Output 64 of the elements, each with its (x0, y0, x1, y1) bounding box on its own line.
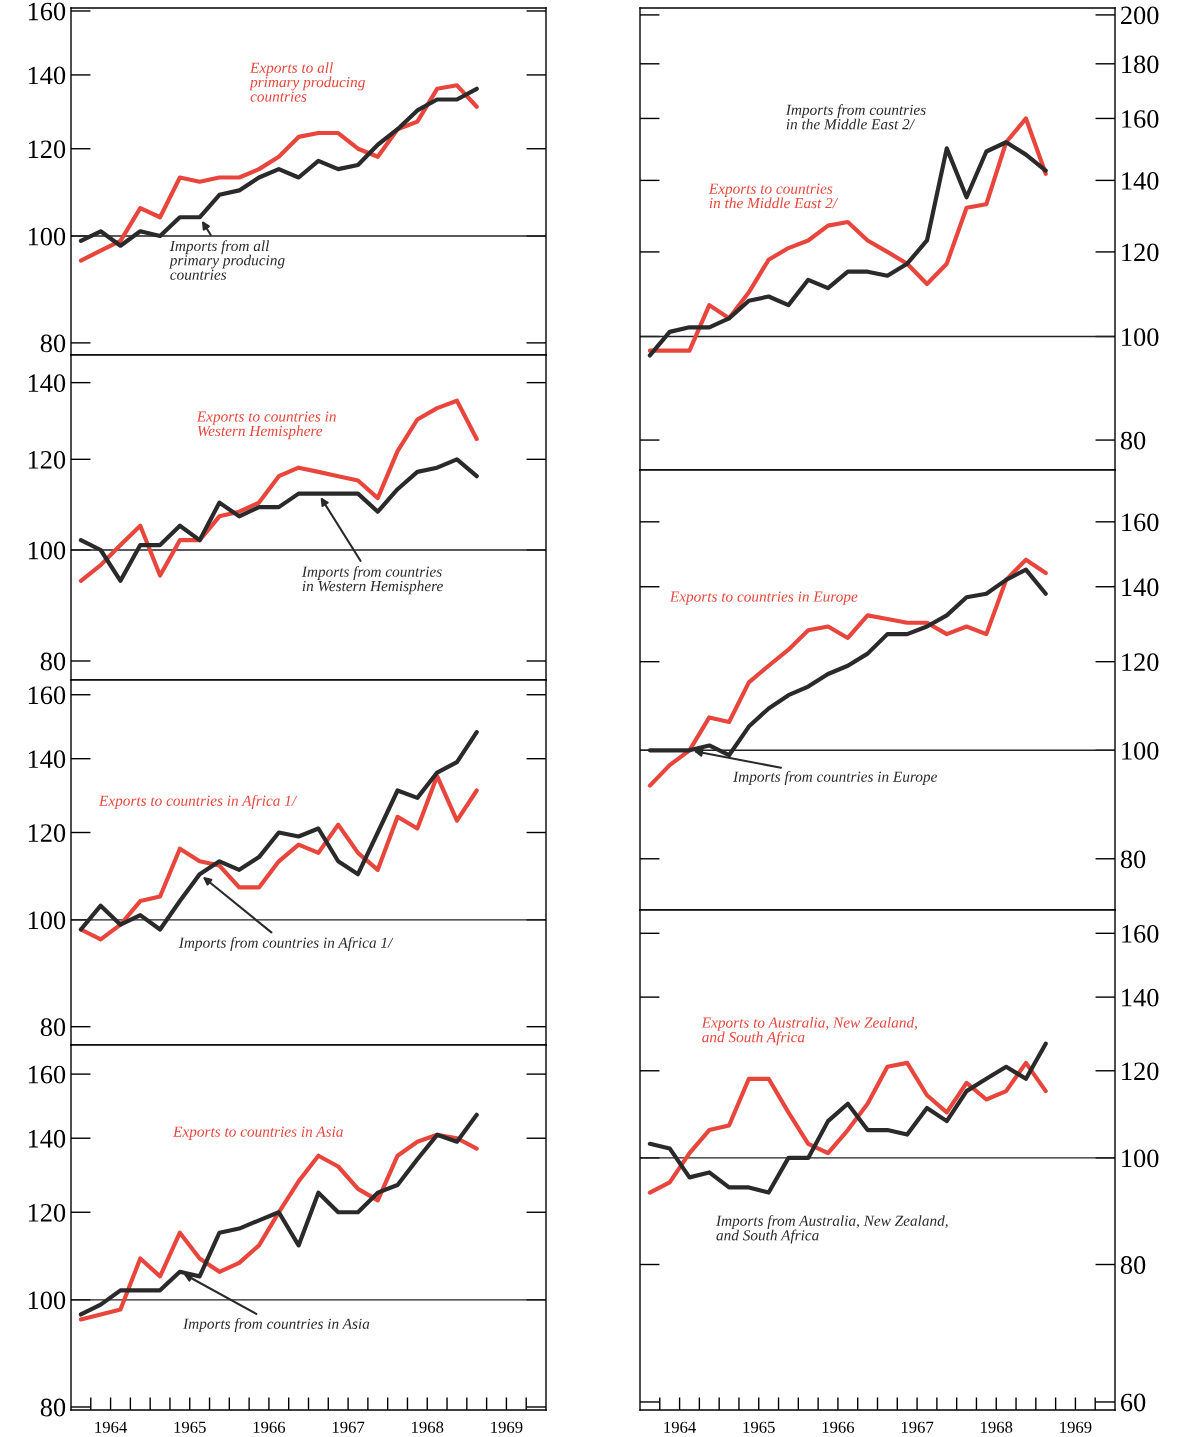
y2-tick-label: 160 (1122, 924, 1159, 943)
series-label: Imports from countries in the Middle East 2/ (785, 104, 926, 130)
y-tick-label: 140 (28, 66, 66, 85)
y2-tick-label: 60 (1120, 1393, 1146, 1412)
y2-tick-label: 120 (1122, 243, 1159, 262)
y-tick-label: 80 (40, 1398, 66, 1417)
y2-tick-label: 140 (1122, 172, 1159, 190)
y2-tick-label: 80 (1120, 431, 1146, 450)
y-tick-label: 100 (28, 541, 66, 560)
y2-tick-label: 100 (1122, 1149, 1159, 1168)
x-tick-label: 1965 (743, 1421, 775, 1433)
y2-tick-label: 160 (1122, 513, 1159, 532)
y2-tick-label: 140 (1122, 988, 1159, 1007)
x-tick-label: 1968 (981, 1421, 1013, 1433)
y-tick-label: 120 (28, 450, 66, 469)
y2-tick-label: 80 (1120, 1256, 1146, 1274)
legend-label: Imports from all primary producing countries (168, 240, 285, 280)
y-tick-label: 140 (28, 1129, 66, 1148)
x-tick-label: 1969 (491, 1421, 523, 1433)
series-label: Imports from countries in Europe (733, 770, 937, 785)
y2-tick-label: 80 (1120, 850, 1146, 869)
y2-tick-label: 100 (1122, 328, 1159, 346)
y2-tick-label: 120 (1122, 1062, 1159, 1081)
y-tick-label: 160 (28, 1065, 66, 1084)
x-tick-label: 1964 (95, 1421, 127, 1433)
x-tick-label: 1964 (664, 1421, 696, 1433)
y2-tick-label: 160 (1122, 110, 1159, 128)
y-tick-label: 100 (28, 227, 66, 246)
y2-tick-label: 100 (1122, 741, 1159, 760)
y2-tick-label: 200 (1121, 6, 1159, 25)
y-tick-label: 80 (40, 652, 66, 671)
x-tick-label: 1969 (1060, 1421, 1092, 1433)
x-tick-label: 1968 (412, 1421, 444, 1433)
y2-tick-label: 180 (1122, 55, 1159, 74)
x-tick-label: 1965 (174, 1421, 206, 1433)
y-tick-label: 120 (28, 140, 66, 159)
text: Imports from countries in Asia (183, 1318, 370, 1333)
y-tick-label: 100 (28, 911, 66, 930)
y-tick-label: 120 (28, 1203, 66, 1222)
y-tick-label: 140 (28, 374, 66, 393)
y-tick-label: 100 (28, 1291, 66, 1310)
series-label: Exports to Australia, New Zealand, and South Africa (701, 1017, 917, 1046)
y-tick-label: 160 (28, 2, 66, 21)
y2-tick-label: 120 (1122, 653, 1159, 672)
series-label: Exports to countries in Asia (172, 1126, 343, 1140)
y-tick-label: 80 (40, 1018, 66, 1037)
series-label: Imports from countries in Africa 1/ (178, 936, 394, 951)
y-tick-label: 120 (28, 824, 66, 842)
text: Imports from countries in Western Hemisphere (301, 565, 443, 595)
x-tick-label: 1967 (901, 1421, 934, 1433)
x-tick-label: 1966 (253, 1421, 286, 1433)
y-tick-label: 80 (40, 334, 66, 353)
line-series (647, 557, 1048, 788)
text: Exports to countries in Western Hemisphere (196, 411, 336, 440)
x-tick-label: 1966 (822, 1421, 855, 1433)
series-label: Imports from Australia, New Zealand, and South Africa (715, 1215, 948, 1244)
series-label: Exports to countries in Europe (669, 591, 858, 605)
y-tick-label: 160 (28, 686, 66, 705)
y2-tick-label: 140 (1122, 578, 1159, 597)
x-tick-label: 1967 (332, 1421, 365, 1433)
series-label: Exports to countries in the Middle East 2/ (708, 183, 839, 209)
y-tick-label: 140 (28, 750, 66, 769)
text: Exports to countries in Africa 1/ (98, 794, 298, 809)
text: Exports to all primary producing countries (249, 62, 365, 102)
